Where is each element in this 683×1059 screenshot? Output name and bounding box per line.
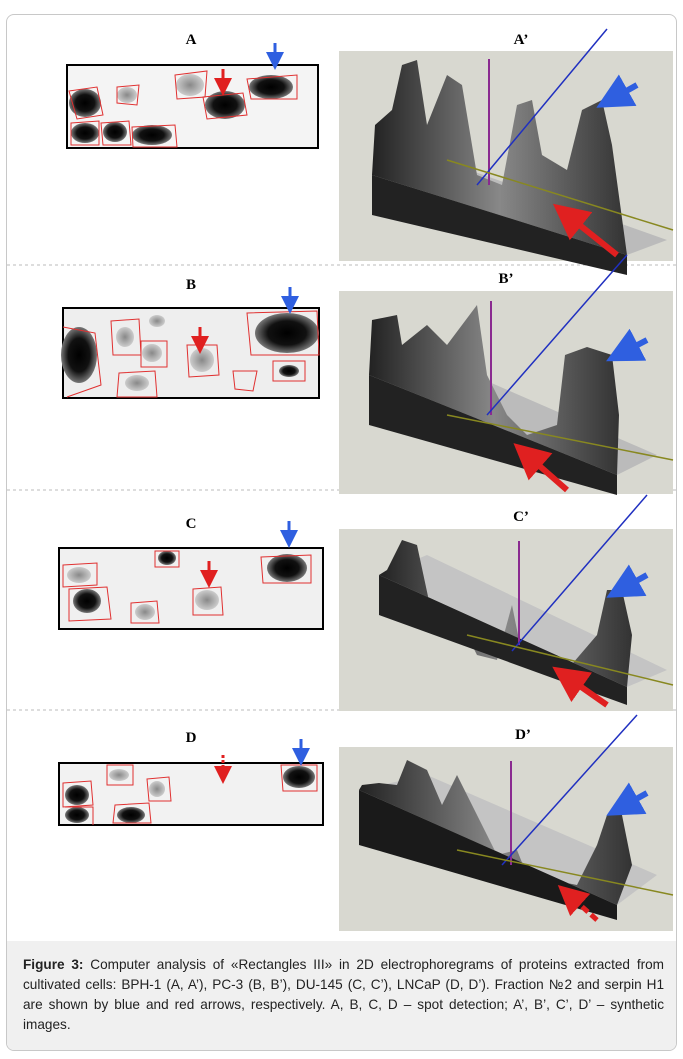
- synthetic-image: [339, 29, 673, 275]
- figure-caption: Figure 3: Computer analysis of «Rectangl…: [7, 941, 676, 1050]
- panel-label: A: [186, 32, 197, 48]
- caption-text: Computer analysis of «Rectangles III» in…: [23, 957, 664, 1032]
- panel-label: D: [186, 730, 197, 746]
- panel-label: C: [186, 516, 197, 532]
- panel-label: D’: [515, 727, 531, 743]
- panel-label: B’: [499, 271, 514, 287]
- panel-label: B: [186, 277, 196, 293]
- gel-image: [67, 43, 318, 148]
- synthetic-image: [339, 715, 673, 931]
- page: {"figure": { "panels": [ {"left": "A", "…: [0, 0, 683, 1059]
- gel-image: [59, 739, 323, 825]
- gel-image: [59, 521, 323, 629]
- panel-label: C’: [513, 509, 529, 525]
- synthetic-image: [339, 255, 673, 495]
- gel-image: [61, 287, 319, 398]
- synthetic-image: [339, 495, 673, 711]
- figure-frame: A A’ B B’ C C’ D D’: [6, 14, 677, 1051]
- caption-label: Figure 3:: [23, 957, 83, 972]
- figure-art: A A’ B B’ C C’ D D’: [7, 15, 676, 941]
- panel-label: A’: [514, 32, 529, 48]
